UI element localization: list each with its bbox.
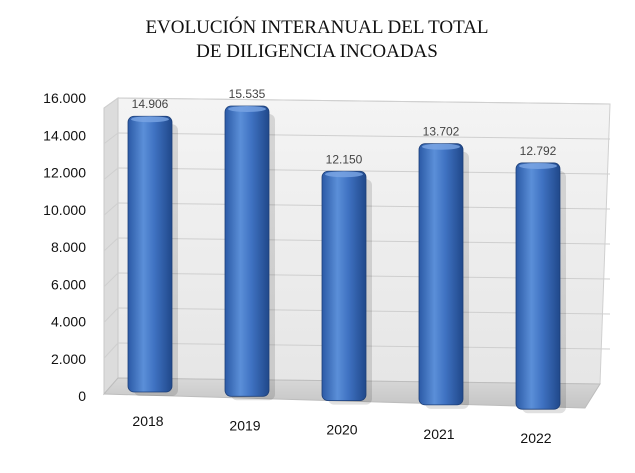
bar-2020 [321, 170, 367, 402]
data-label-2021: 13.702 [423, 125, 460, 139]
bar-2018 [127, 115, 173, 393]
gridline [117, 97, 611, 105]
data-labels: 14.906 15.535 12.150 13.702 12.792 [132, 87, 557, 166]
y-tick-label: 0 [78, 388, 86, 404]
data-label-2022: 12.792 [520, 144, 557, 158]
x-category-2020: 2020 [326, 422, 357, 438]
bar-top-highlight [519, 162, 557, 169]
y-axis: 0 2.000 4.000 6.000 8.000 10.000 12.000 14.000 1… [43, 90, 86, 404]
bar-2022 [515, 162, 561, 410]
bar-top-highlight [325, 171, 363, 178]
y-tick-label: 2.000 [51, 351, 86, 367]
data-label-2019: 15.535 [229, 87, 266, 101]
chart-title-line-1: EVOLUCIÓN INTERANUAL DEL TOTAL [145, 16, 488, 38]
chart-title-line-2: DE DILIGENCIA INCOADAS [196, 41, 438, 62]
x-axis: 2018 2019 2020 2021 2022 [132, 413, 551, 446]
x-category-2022: 2022 [520, 430, 551, 446]
y-tick-label: 6.000 [51, 276, 86, 292]
y-tick-label: 16.000 [43, 90, 86, 106]
bar-top-highlight [422, 143, 460, 150]
y-tick-label: 12.000 [43, 165, 86, 181]
y-tick-label: 10.000 [43, 202, 86, 218]
y-tick-label: 14.000 [43, 127, 86, 143]
y-tick-label: 8.000 [51, 239, 86, 255]
y-tick-label: 4.000 [51, 314, 86, 330]
x-category-2021: 2021 [423, 426, 454, 442]
x-category-2018: 2018 [132, 413, 163, 429]
bar-2019 [224, 105, 270, 397]
bar-top-highlight [131, 116, 169, 123]
bar-2021 [418, 143, 464, 406]
bar-top-highlight [228, 105, 266, 112]
x-category-2019: 2019 [229, 417, 260, 433]
bars [127, 105, 566, 414]
gridline [117, 132, 611, 140]
data-label-2020: 12.150 [326, 152, 363, 166]
data-label-2018: 14.906 [132, 97, 169, 111]
